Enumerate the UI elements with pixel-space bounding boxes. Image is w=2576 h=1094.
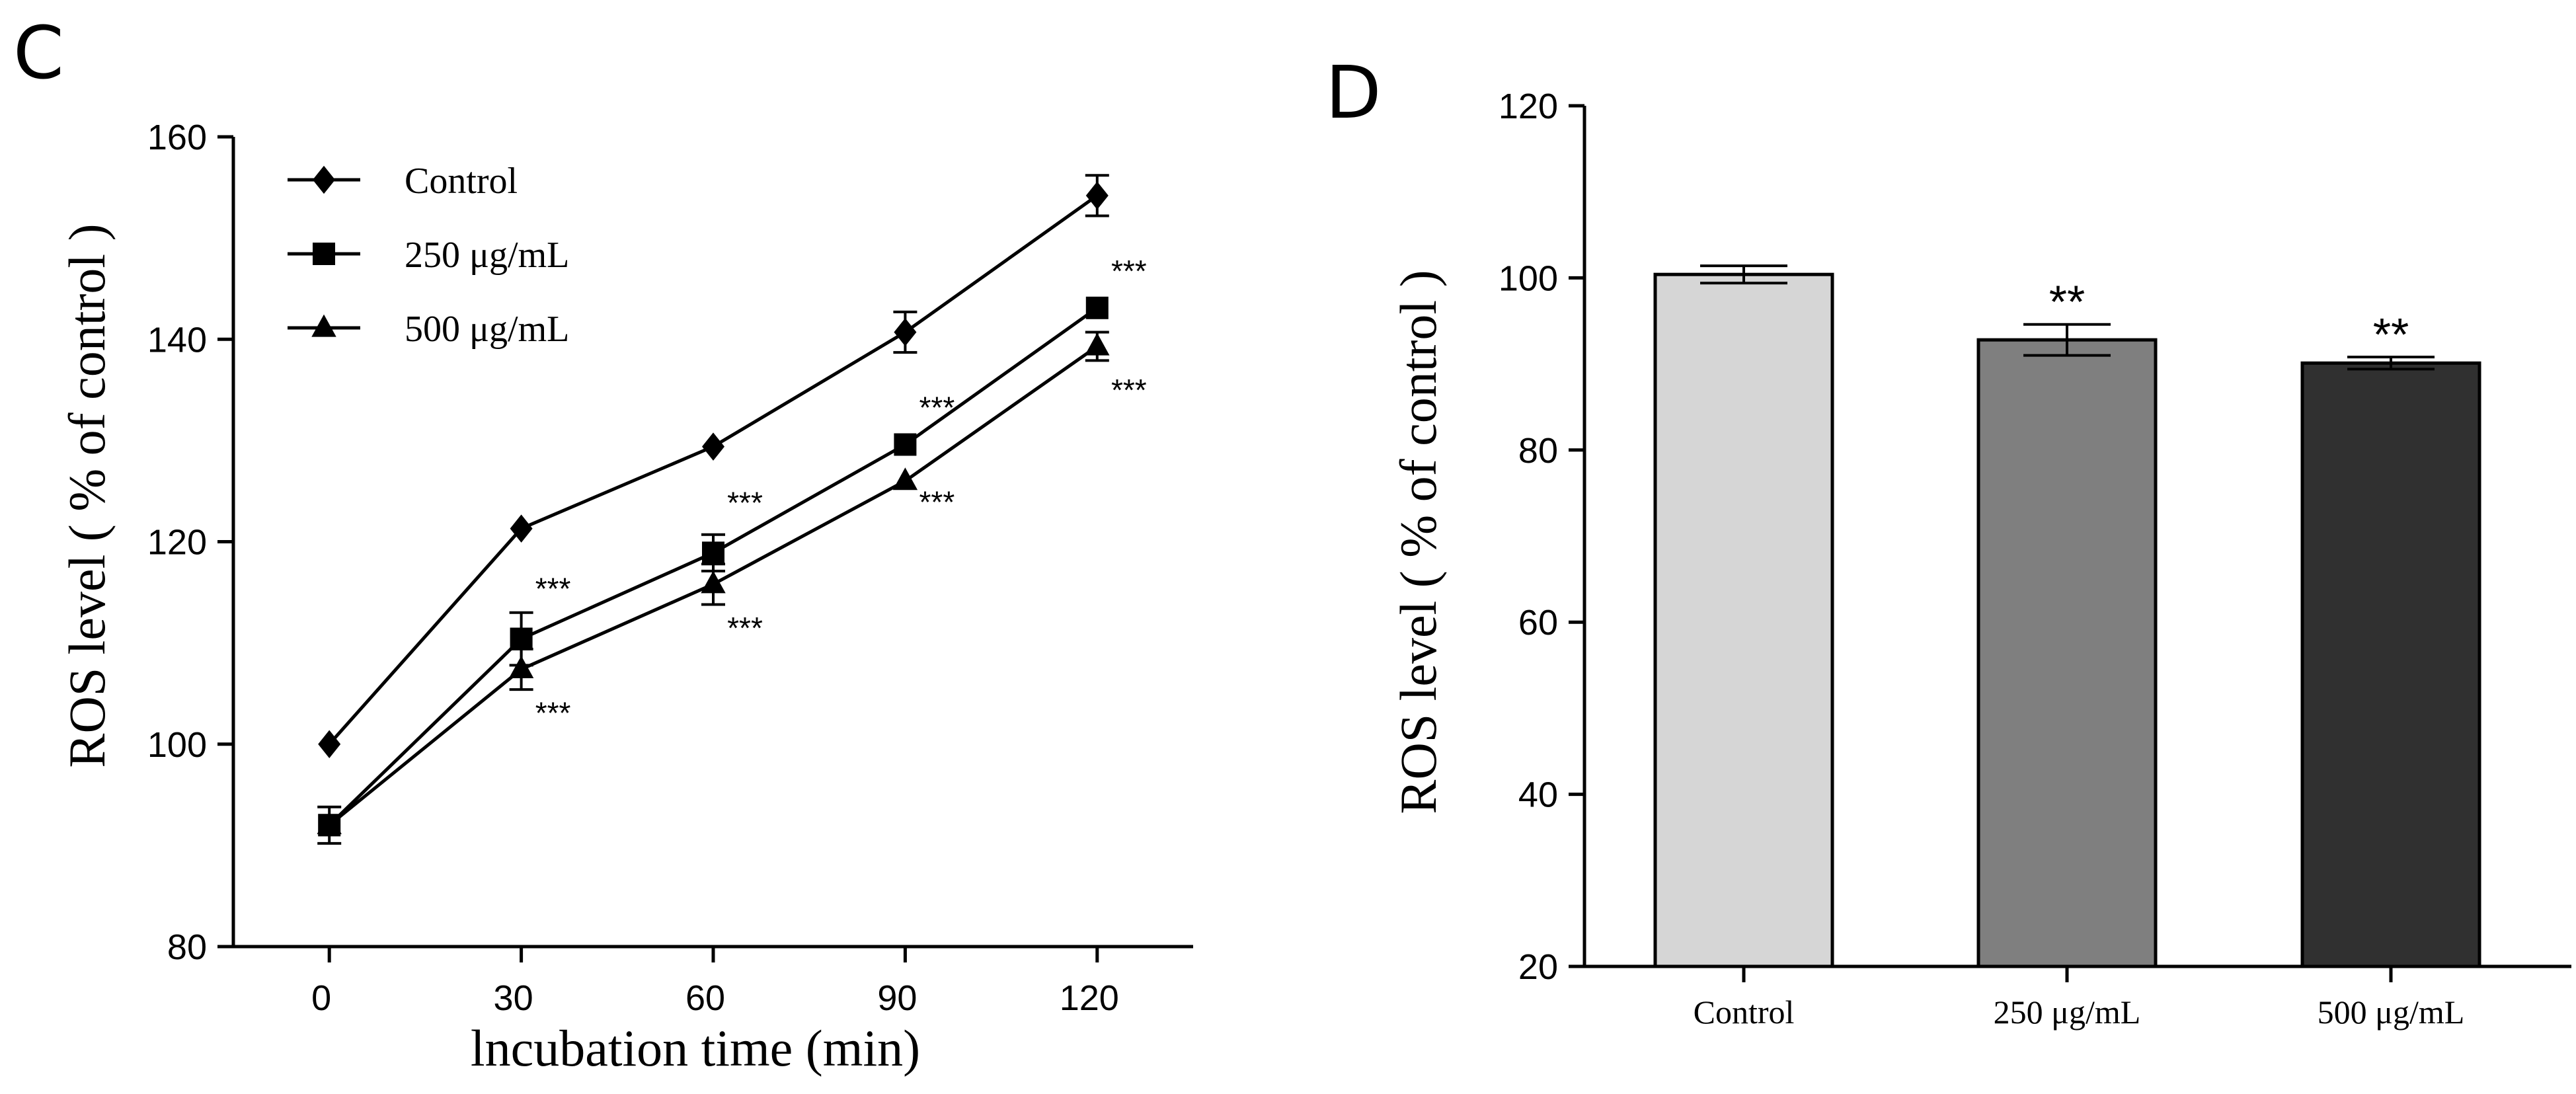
series-diamond (318, 174, 1109, 758)
y-tick-label: 60 (1518, 603, 1558, 643)
data-point (317, 811, 342, 834)
x-tick-label: 0 (311, 978, 331, 1018)
y-tick-label: 40 (1518, 775, 1558, 815)
panel-c-xlabel: lncubation time (min) (471, 1019, 920, 1077)
legend-marker (313, 165, 335, 194)
y-tick-label: 140 (147, 320, 207, 360)
significance-label: *** (919, 485, 955, 520)
data-point (1085, 332, 1110, 356)
data-point (894, 433, 917, 456)
data-point (510, 627, 533, 650)
panel-d-letter: D (1325, 50, 1382, 135)
data-point (702, 432, 724, 461)
data-point (702, 541, 724, 565)
panel-d-ylabel: ROS level ( % of control ) (1389, 270, 1447, 814)
data-point (894, 318, 917, 346)
bar (1653, 272, 1834, 968)
y-tick-label: 120 (147, 523, 207, 563)
x-tick-label: 90 (877, 978, 917, 1018)
panel-d-bars: Control 250 μg/mL ** 500 μg/mL ** (1653, 264, 2481, 1031)
y-tick-label: 80 (167, 927, 207, 967)
significance-label: *** (1111, 254, 1147, 288)
bar (1976, 338, 2158, 968)
significance-label: *** (727, 485, 763, 520)
category-label: Control (1694, 994, 1795, 1031)
legend-label: 500 μg/mL (405, 309, 569, 350)
significance-label: *** (727, 611, 763, 645)
significance-label: *** (535, 572, 571, 606)
x-tick-label: 30 (494, 978, 533, 1018)
panel-c-ticks: 80 100 120 140 160 0 30 60 90 120 (147, 118, 1119, 1018)
significance-label: *** (919, 391, 955, 425)
data-point (701, 570, 726, 594)
panel-c-ylabel: ROS level ( % of control ) (58, 223, 116, 767)
data-point (318, 730, 341, 758)
data-point (508, 656, 534, 679)
series-triangle: *** *** *** *** (317, 331, 1147, 834)
significance-label: *** (1111, 373, 1147, 407)
y-tick-label: 160 (147, 118, 207, 157)
significance-label: ** (2049, 276, 2085, 328)
significance-label: ** (2373, 309, 2409, 360)
data-point (1085, 181, 1109, 210)
x-tick-label: 120 (1060, 978, 1119, 1018)
significance-label: *** (535, 695, 571, 730)
x-tick-label: 60 (685, 978, 725, 1018)
y-tick-label: 80 (1518, 431, 1558, 471)
category-label: 250 μg/mL (1994, 994, 2141, 1031)
legend-label: 250 μg/mL (405, 235, 569, 276)
data-point (1085, 296, 1109, 319)
panel-d-ticks: 20 40 60 80 100 120 (1499, 87, 1584, 987)
data-point (892, 467, 918, 490)
panel-c-legend: Control 250 μg/mL 500 μg/mL (288, 161, 569, 350)
category-label: 500 μg/mL (2318, 994, 2465, 1031)
bar-group: Control (1653, 264, 1834, 1031)
series-line (328, 194, 1099, 746)
bar-group: 500 μg/mL ** (2300, 309, 2481, 1031)
y-tick-label: 100 (1499, 258, 1558, 298)
panel-c-letter: C (13, 11, 64, 95)
panel-d: D ROS level ( % of control ) 20 40 60 80 100… (1325, 50, 2571, 1031)
legend-marker (313, 243, 335, 265)
y-tick-label: 20 (1518, 947, 1558, 987)
y-tick-label: 100 (147, 725, 207, 765)
data-point (510, 514, 533, 543)
y-tick-label: 120 (1499, 87, 1558, 126)
legend-label: Control (405, 161, 518, 202)
bar-group: 250 μg/mL ** (1976, 276, 2158, 1031)
panel-c: C ROS level ( % of control ) lncubation … (13, 11, 1193, 1077)
panel-c-series-group: *** *** *** *** *** *** *** *** (317, 174, 1147, 845)
bar (2300, 361, 2481, 968)
series-square: *** *** *** *** (317, 254, 1147, 845)
legend-marker (311, 314, 336, 337)
